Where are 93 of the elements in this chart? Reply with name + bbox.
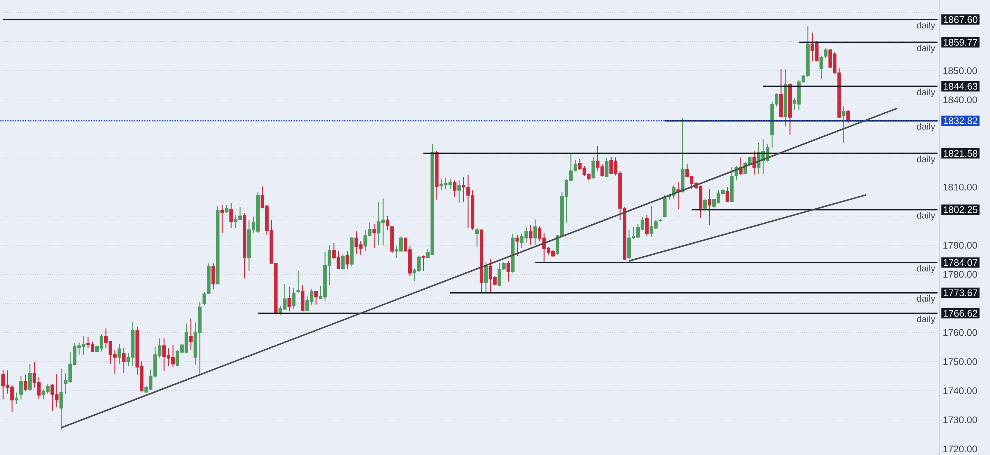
- candlestick: [230, 202, 234, 229]
- candlestick: [417, 256, 421, 272]
- series-label: daily: [917, 265, 936, 274]
- y-tick-label: 1766.62: [944, 310, 978, 317]
- candlestick: [341, 254, 345, 271]
- y-tick-label: 1859.77: [944, 39, 978, 46]
- candlestick: [364, 230, 368, 252]
- candlestick: [422, 255, 426, 272]
- candlestick: [681, 118, 685, 193]
- series-label: daily: [917, 123, 936, 132]
- y-tick-label: 1832.82: [944, 118, 978, 124]
- y-tick-label: 1821.58: [944, 150, 978, 158]
- series-label: daily: [917, 44, 936, 54]
- candlestick: [372, 224, 376, 249]
- candlestick: [484, 262, 488, 294]
- candlestick: [605, 158, 609, 178]
- candlestick: [780, 69, 784, 118]
- candlestick: [24, 374, 28, 392]
- candlestick: [534, 219, 538, 246]
- candlestick: [596, 146, 600, 172]
- y-tick-label: 1844.63: [944, 83, 978, 90]
- candlestick: [296, 270, 300, 294]
- candlestick: [60, 368, 64, 430]
- candlestick: [189, 318, 193, 350]
- candlestick: [122, 348, 126, 374]
- candlestick: [610, 156, 614, 175]
- candlestick: [386, 216, 390, 231]
- y-tick-label: 1850.00: [944, 68, 978, 74]
- candlestick: [162, 338, 166, 372]
- y-tick-label: 1867.60: [944, 16, 978, 24]
- y-tick-label: 1784.07: [944, 259, 978, 266]
- y-tick-label: 1773.67: [944, 290, 978, 296]
- y-tick-label: 1720.00: [944, 446, 978, 453]
- candlestick: [301, 284, 305, 312]
- candlestick: [592, 157, 596, 180]
- y-tick-label: 1760.00: [944, 329, 978, 336]
- series-label: daily: [917, 316, 936, 324]
- candlestick: [453, 180, 457, 198]
- candlestick: [399, 236, 404, 252]
- candlestick: [283, 284, 287, 310]
- candlestick: [2, 370, 6, 400]
- candlestick: [458, 180, 462, 204]
- candlestick: [476, 228, 480, 248]
- candlestick: [815, 40, 819, 62]
- candlestick: [288, 286, 292, 312]
- y-tick-label: 1780.00: [944, 271, 978, 278]
- candlestick: [28, 364, 32, 392]
- candlestick: [184, 323, 188, 354]
- candlestick: [529, 224, 533, 246]
- candlestick: [726, 186, 730, 203]
- candlestick: [628, 230, 632, 260]
- candlestick: [37, 376, 41, 400]
- candlestick: [654, 220, 658, 230]
- candlestick: [520, 233, 524, 249]
- candlestick: [118, 344, 122, 365]
- y-tick-label: 1790.00: [944, 242, 978, 249]
- candlestick: [46, 384, 50, 395]
- candlestick: [212, 263, 216, 290]
- candlestick: [820, 56, 824, 80]
- candlestick: [346, 250, 350, 270]
- candlestick: [171, 344, 176, 368]
- candlestick: [306, 295, 310, 312]
- candlestick: [824, 48, 828, 59]
- candlestick: [314, 291, 318, 306]
- candlestick: [100, 334, 104, 352]
- candlestick: [86, 336, 90, 349]
- y-tick-label: 1740.00: [944, 388, 978, 394]
- candlestick: [516, 234, 520, 257]
- series-label: daily: [917, 156, 936, 164]
- candlestick: [292, 288, 296, 310]
- y-tick-label: 1840.00: [944, 96, 978, 104]
- y-tick-label: 1730.00: [944, 416, 978, 424]
- candlestick: [234, 214, 238, 229]
- series-label: daily: [917, 22, 936, 31]
- candlestick: [645, 214, 649, 236]
- candlestick: [19, 376, 24, 400]
- candlestick: [220, 204, 224, 234]
- candlestick: [708, 188, 712, 226]
- y-tick-label: 1802.25: [944, 206, 978, 214]
- series-label: daily: [917, 88, 936, 98]
- candlestick: [663, 195, 667, 218]
- candlestick: [506, 260, 510, 282]
- candlestick: [377, 202, 381, 246]
- candlestick: [55, 374, 59, 408]
- candlestick: [15, 392, 19, 405]
- series-label: daily: [917, 295, 936, 304]
- candlestick: [336, 250, 340, 270]
- y-tick-label: 1750.00: [944, 358, 978, 366]
- candlestick: [359, 240, 363, 256]
- series-label: daily: [917, 212, 936, 221]
- y-tick-label: 1810.00: [944, 184, 978, 191]
- candlestick: [842, 106, 846, 144]
- candlestick: [440, 178, 444, 192]
